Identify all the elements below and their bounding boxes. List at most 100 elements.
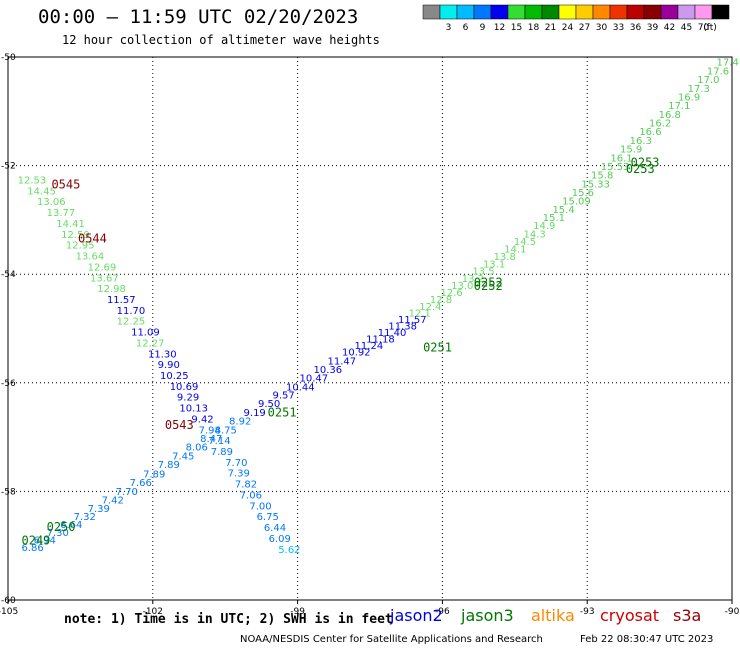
- time-label: 0253: [631, 156, 660, 170]
- swh-label: 16.8: [659, 110, 681, 121]
- swh-label: 15.8: [591, 171, 613, 182]
- x-tick-label: -93: [580, 607, 595, 617]
- x-tick-label: -102: [143, 607, 163, 617]
- swh-label: 10.69: [170, 382, 199, 393]
- colorbar-unit: (ft): [703, 23, 717, 33]
- x-tick-label: -90: [725, 607, 740, 617]
- colorbar-label: 39: [647, 23, 659, 33]
- swh-label: 7.70: [225, 458, 247, 469]
- swh-label: 13.2: [462, 274, 484, 285]
- colorbar-swatch: [677, 4, 696, 20]
- swh-label: 7.70: [116, 487, 138, 498]
- swh-label: 7.14: [208, 436, 230, 447]
- y-tick-label: -60: [1, 596, 16, 606]
- colorbar-swatch: [507, 4, 526, 20]
- legend-cryosat: cryosat: [600, 606, 660, 625]
- swh-label: 10.92: [342, 348, 371, 359]
- swh-label: 9.57: [273, 391, 295, 402]
- swh-label: 9.50: [258, 399, 280, 410]
- swh-label: 12.27: [136, 338, 165, 349]
- colorbar-swatch: [575, 4, 594, 20]
- swh-label: 16.2: [649, 119, 671, 130]
- plot-area: [7, 56, 733, 601]
- swh-label: 7.66: [130, 478, 152, 489]
- track-jason3: 6.866.947.306.647.327.397.427.707.667.89…: [22, 58, 739, 554]
- colorbar-label: 70: [698, 23, 710, 33]
- swh-label: 7.32: [74, 512, 96, 523]
- colorbar-swatch: [541, 4, 560, 20]
- time-label: 0544: [78, 232, 107, 246]
- swh-label: 17.4: [717, 58, 739, 69]
- colorbar-swatch: [558, 4, 577, 20]
- swh-label: 13.64: [76, 252, 105, 263]
- swh-label: 11.57: [107, 295, 136, 306]
- swh-label: 16.3: [630, 136, 652, 147]
- swh-label: 12.8: [430, 295, 452, 306]
- colorbar-label: 42: [664, 23, 675, 33]
- colorbar-swatch: [490, 4, 509, 20]
- swh-label: 12.98: [97, 284, 126, 295]
- swh-label: 11.70: [117, 306, 146, 317]
- swh-label: 6.86: [22, 543, 44, 554]
- colorbar-label: 27: [579, 23, 590, 33]
- swh-label: 15.09: [562, 197, 591, 208]
- swh-label: 8.06: [186, 443, 208, 454]
- swh-label: 15.6: [572, 188, 594, 199]
- y-tick-label: -50: [1, 53, 16, 63]
- time-label: 0545: [51, 177, 80, 191]
- swh-label: 17.3: [688, 84, 710, 95]
- x-tick-label: -96: [435, 607, 450, 617]
- swh-label: 10.13: [179, 404, 208, 415]
- colorbar-swatch: [439, 4, 458, 20]
- colorbar: 3 6 9 12 15 18 21 24 27 30 33 36 39 42 45 70(ft): [422, 4, 730, 33]
- swh-label: 8.92: [229, 417, 251, 428]
- time-label: 0249: [22, 534, 51, 548]
- swh-label: 10.47: [300, 374, 329, 385]
- time-label: 0250: [47, 520, 76, 534]
- swh-label: 11.57: [398, 315, 427, 326]
- swh-label: 15.4: [552, 205, 574, 216]
- colorbar-swatch: [626, 4, 645, 20]
- swh-label: 11.47: [328, 356, 357, 367]
- swh-label: 13.77: [47, 208, 76, 219]
- swh-label: 12.95: [66, 241, 95, 252]
- colorbar-label: 15: [511, 23, 522, 33]
- time-label: 0252: [474, 276, 503, 290]
- swh-label: 12.69: [88, 262, 117, 273]
- swh-label: 14.45: [27, 186, 56, 197]
- swh-label: 12.53: [18, 176, 47, 187]
- chart-title: 00:00 – 11:59 UTC 02/20/2023: [38, 6, 359, 28]
- swh-label: 7.06: [240, 490, 262, 501]
- swh-label: 15.1: [543, 213, 565, 224]
- y-tick-label: -54: [1, 270, 16, 280]
- swh-label: 15.53: [601, 162, 630, 173]
- time-label: 0251: [268, 405, 297, 419]
- y-tick-label: -56: [1, 379, 16, 389]
- swh-label: 16.9: [678, 92, 700, 103]
- y-tick-label: -52: [1, 162, 16, 172]
- swh-label: 11.38: [388, 322, 417, 333]
- swh-label: 7.39: [88, 504, 110, 515]
- swh-label: 11.24: [355, 341, 384, 352]
- swh-label: 6.75: [257, 512, 279, 523]
- swh-label: 10.44: [286, 382, 315, 393]
- credit-line: NOAA/NESDIS Center for Satellite Applica…: [240, 634, 543, 645]
- swh-label: 12.25: [117, 317, 146, 328]
- grid-lines: [8, 57, 732, 600]
- swh-label: 8.75: [215, 425, 237, 436]
- swh-label: 7.89: [143, 469, 165, 480]
- swh-label: 16.6: [639, 127, 661, 138]
- colorbar-swatch: [524, 4, 543, 20]
- colorbar-swatch: [660, 4, 679, 20]
- colorbar-label: 18: [528, 23, 540, 33]
- colorbar-label: 33: [613, 23, 624, 33]
- time-label: 0253: [626, 162, 655, 176]
- colorbar-swatch: [473, 4, 492, 20]
- swh-label: 6.09: [269, 534, 291, 545]
- swh-label: 7.42: [102, 495, 124, 506]
- swh-label: 11.30: [148, 349, 177, 360]
- axis-ticks: -105 -102 -99 -96 -93 -90 -50 -52 -54 -56 -58 -60: [0, 53, 740, 617]
- swh-label: 12.1: [409, 309, 431, 320]
- swh-label: 7.82: [235, 480, 257, 491]
- swh-label: 9.42: [191, 414, 213, 425]
